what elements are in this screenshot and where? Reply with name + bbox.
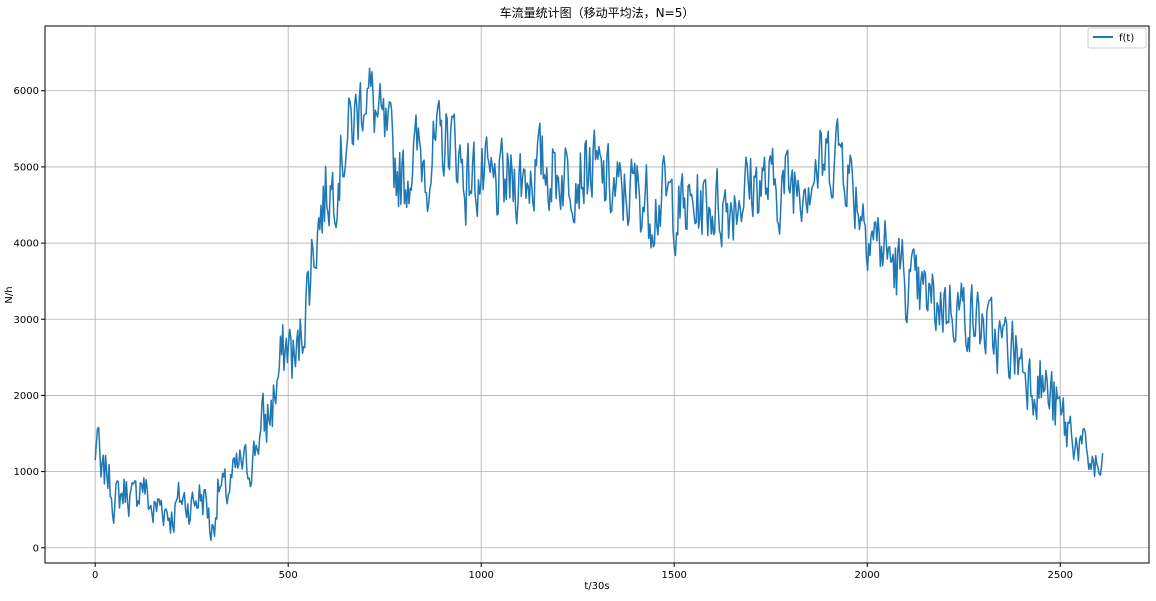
x-tick-label: 2500: [1047, 570, 1072, 581]
y-tick-label: 6000: [14, 86, 39, 97]
plot-frame: [44, 25, 1150, 564]
y-tick-label: 4000: [14, 239, 39, 250]
series-layer: [94, 67, 1104, 542]
y-tick-label: 2000: [14, 391, 39, 402]
x-tick-label: 1500: [661, 570, 686, 581]
y-tick-label: 3000: [14, 315, 39, 326]
grid-layer: [45, 26, 1149, 563]
y-tick-label: 1000: [14, 467, 39, 478]
x-tick-label: 2000: [854, 570, 879, 581]
legend-box: [1087, 27, 1147, 49]
x-tick-label: 0: [92, 570, 98, 581]
y-tick-label: 5000: [14, 162, 39, 173]
y-axis: 0 1000 2000 3000 4000 5000 6000: [14, 86, 45, 554]
series-line-f-t: [94, 67, 1104, 542]
legend-label-f-t: f(t): [1119, 33, 1134, 44]
legend: f(t): [1087, 27, 1147, 49]
y-tick-label: 0: [33, 543, 39, 554]
x-axis: 0 500 1000 1500 2000 2500: [92, 563, 1073, 581]
x-tick-label: 500: [279, 570, 298, 581]
y-axis-label: N/h: [4, 286, 15, 303]
x-tick-label: 1000: [468, 570, 493, 581]
x-axis-label: t/30s: [584, 581, 609, 592]
chart-title: 车流量统计图（移动平均法，N=5）: [500, 5, 695, 20]
